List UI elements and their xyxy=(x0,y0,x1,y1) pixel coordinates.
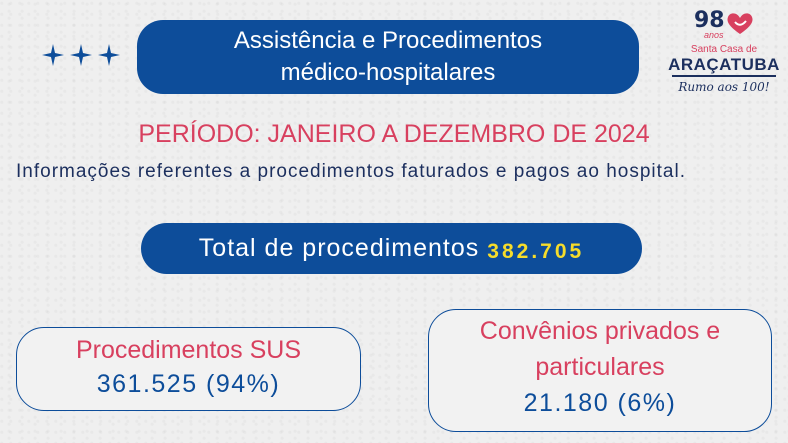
logo-slogan: Rumo aos 100! xyxy=(678,80,770,94)
logo-anos: anos xyxy=(704,30,724,40)
info-text: Informações referentes a procedimentos f… xyxy=(16,161,686,182)
total-banner: Total de procedimentos 382.705 xyxy=(141,223,642,274)
total-value: 382.705 xyxy=(487,239,585,263)
title-banner: Assistência e Procedimentos médico-hospi… xyxy=(137,20,639,94)
logo-divider xyxy=(672,75,776,77)
heart-icon xyxy=(727,13,753,34)
title-line-2: médico-hospitalares xyxy=(280,59,496,86)
convenios-label-line-2: particulares xyxy=(535,353,665,381)
logo-number: 98 xyxy=(694,8,725,33)
convenios-value: 21.180 (6%) xyxy=(523,389,677,417)
convenios-card: Convênios privados e particulares 21.180… xyxy=(428,309,772,432)
star-icon xyxy=(70,44,92,66)
santa-casa-logo: 98 anos Santa Casa de ARAÇATUBA Rumo aos… xyxy=(668,8,780,100)
logo-city: ARAÇATUBA xyxy=(668,55,780,74)
star-icon xyxy=(98,44,120,66)
decorative-stars xyxy=(42,44,120,66)
convenios-label-line-1: Convênios privados e xyxy=(479,317,721,345)
sus-label: Procedimentos SUS xyxy=(75,336,302,364)
star-icon xyxy=(42,44,64,66)
title-line-1: Assistência e Procedimentos xyxy=(233,27,543,54)
period-heading: PERÍODO: JANEIRO A DEZEMBRO DE 2024 xyxy=(138,120,650,148)
logo-subtitle: Santa Casa de xyxy=(690,44,758,55)
sus-card: Procedimentos SUS 361.525 (94%) xyxy=(16,327,361,411)
total-label: Total de procedimentos xyxy=(198,234,480,262)
sus-value: 361.525 (94%) xyxy=(96,370,281,398)
